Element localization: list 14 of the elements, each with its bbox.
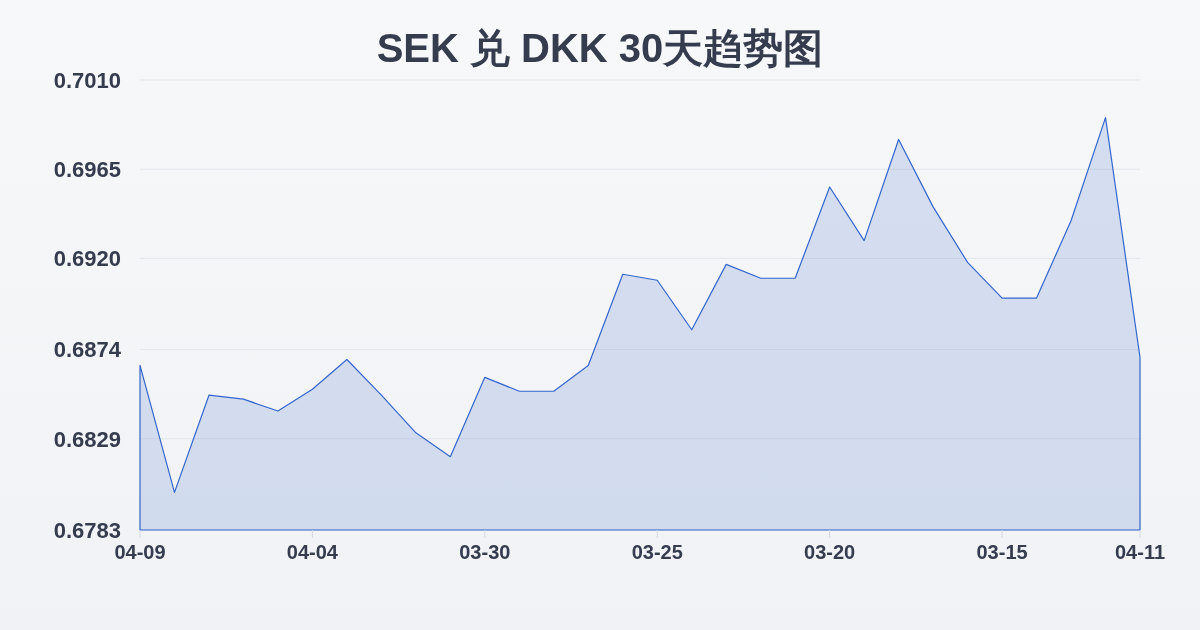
x-tick-label: 04-11: [1114, 541, 1166, 563]
y-tick-label: 0.6965: [53, 156, 121, 182]
x-tick-label: 04-04: [286, 541, 339, 563]
y-tick-label: 0.6874: [53, 337, 122, 363]
x-tick-label: 03-15: [976, 541, 1028, 563]
y-tick-label: 0.6783: [53, 517, 121, 543]
x-tick-label: 04-09: [114, 541, 166, 563]
y-tick-label: 0.6920: [53, 246, 121, 272]
x-tick-label: 03-25: [631, 541, 683, 563]
y-tick-label: 0.6829: [53, 426, 121, 452]
x-tick-label: 03-30: [459, 541, 511, 563]
x-tick-label: 03-20: [804, 541, 856, 563]
y-tick-label: 0.7010: [53, 67, 121, 93]
chart-title: SEK 兑 DKK 30天趋势图: [376, 26, 824, 70]
